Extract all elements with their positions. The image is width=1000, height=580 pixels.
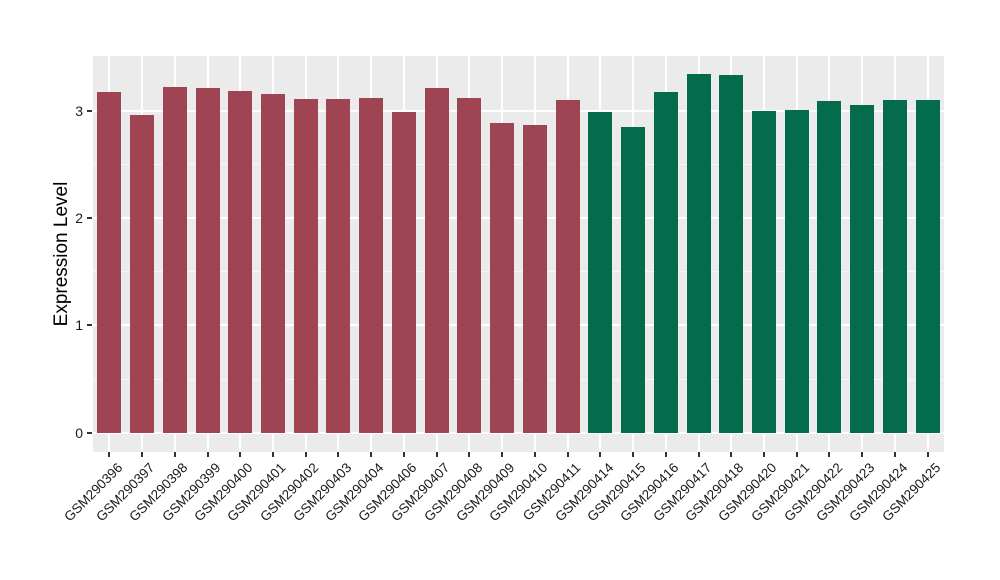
bar — [97, 92, 122, 433]
bar — [522, 124, 547, 433]
x-tick — [533, 452, 536, 457]
gridline-major — [93, 431, 944, 434]
bar — [293, 98, 318, 433]
bar — [359, 97, 384, 433]
x-tick — [762, 452, 765, 457]
x-tick — [337, 452, 340, 457]
x-tick — [697, 452, 700, 457]
y-tick — [87, 217, 92, 220]
bar — [195, 88, 220, 433]
x-tick — [239, 452, 242, 457]
x-tick — [304, 452, 307, 457]
bar — [490, 122, 515, 433]
x-tick — [173, 452, 176, 457]
x-tick — [108, 452, 111, 457]
x-tick — [141, 452, 144, 457]
x-tick — [828, 452, 831, 457]
bar — [261, 93, 286, 433]
bar — [850, 105, 875, 433]
gridline-minor — [93, 163, 944, 165]
y-tick-label: 2 — [75, 210, 83, 227]
x-tick — [206, 452, 209, 457]
x-tick — [599, 452, 602, 457]
y-tick — [87, 324, 92, 327]
x-tick — [272, 452, 275, 457]
x-tick — [566, 452, 569, 457]
x-tick — [468, 452, 471, 457]
bar — [621, 126, 646, 433]
bar — [751, 110, 776, 433]
bar — [686, 74, 711, 433]
bar — [817, 101, 842, 433]
x-tick — [861, 452, 864, 457]
x-tick — [893, 452, 896, 457]
y-tick-label: 3 — [75, 102, 83, 119]
bar — [424, 88, 449, 433]
bar — [653, 92, 678, 433]
bar — [915, 100, 940, 433]
x-tick — [402, 452, 405, 457]
x-tick — [370, 452, 373, 457]
plot-panel — [93, 56, 944, 452]
bar — [457, 97, 482, 433]
gridline-major — [93, 324, 944, 327]
x-tick — [664, 452, 667, 457]
y-tick — [87, 109, 92, 112]
x-tick — [926, 452, 929, 457]
bar — [228, 91, 253, 433]
bar — [719, 75, 744, 433]
x-tick — [795, 452, 798, 457]
x-tick — [501, 452, 504, 457]
bar — [588, 111, 613, 433]
gridline-minor — [93, 271, 944, 273]
bar — [882, 100, 907, 433]
gridline-major — [93, 109, 944, 112]
x-tick — [730, 452, 733, 457]
y-tick — [87, 431, 92, 434]
bar — [130, 115, 155, 433]
y-tick-label: 0 — [75, 424, 83, 441]
bar — [326, 98, 351, 433]
bar — [162, 87, 187, 433]
bar — [784, 109, 809, 433]
y-tick-label: 1 — [75, 317, 83, 334]
x-tick — [435, 452, 438, 457]
bar — [391, 111, 416, 433]
gridline-minor — [93, 378, 944, 380]
bar — [555, 100, 580, 433]
gridline-major — [93, 217, 944, 220]
x-tick — [632, 452, 635, 457]
